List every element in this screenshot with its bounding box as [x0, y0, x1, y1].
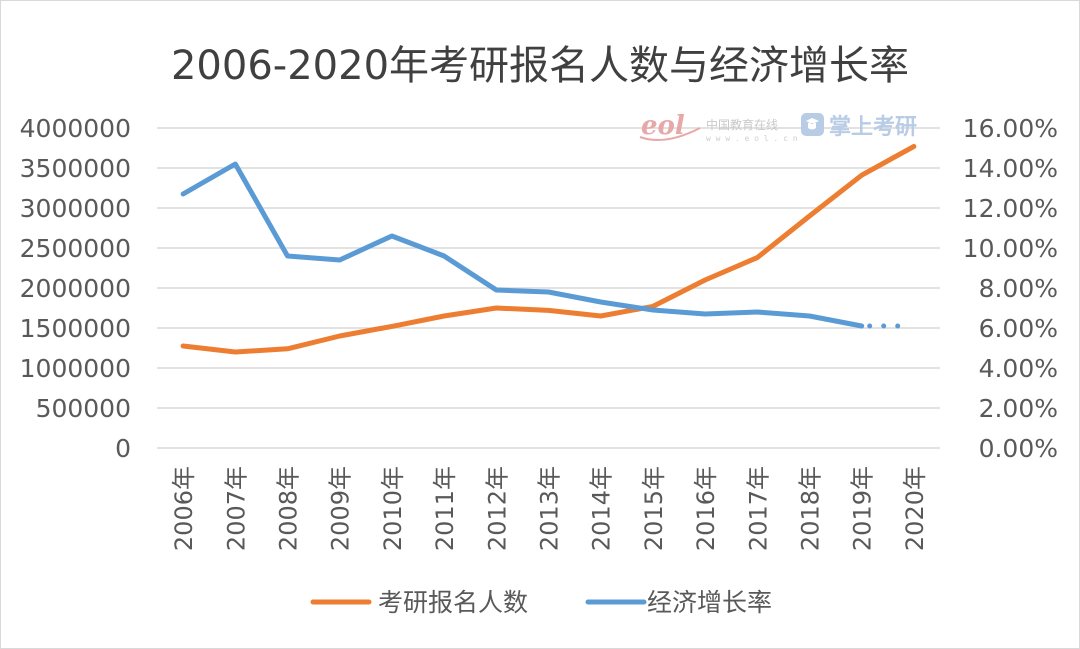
legend-label: 经济增长率 — [647, 588, 772, 617]
x-axis-tick-label: 2006年 — [170, 466, 198, 551]
right-axis-tick-label: 12.00% — [963, 194, 1058, 223]
right-axis-tick-label: 6.00% — [979, 314, 1058, 343]
left-axis-tick-label: 3500000 — [20, 154, 131, 183]
right-axis-tick-label: 0.00% — [979, 434, 1058, 463]
x-axis-ticks: 2006年 2007年 2008年 2009年 2010年 2011年 2012年 2013年… — [170, 466, 929, 551]
x-axis-tick-label: 2007年 — [222, 466, 250, 551]
x-axis-tick-label: 2017年 — [744, 466, 772, 551]
watermark-logo: eol 中国教育在线 w w w . e o l . c n 掌上考研 — [639, 111, 917, 143]
graduation-cap-icon — [806, 118, 819, 130]
left-axis-tick-label: 4000000 — [20, 114, 131, 143]
right-axis-tick-label: 16.00% — [963, 114, 1058, 143]
watermark-domain: w w w . e o l . c n — [706, 134, 798, 143]
right-axis-ticks: 0.00% 2.00% 4.00% 6.00% 8.00% 10.00% 12.00% 14.… — [963, 114, 1058, 463]
x-axis-tick-label: 2010年 — [379, 466, 407, 551]
x-axis-tick-label: 2013年 — [536, 466, 564, 551]
x-axis-tick-label: 2014年 — [588, 466, 616, 551]
series-layer — [180, 143, 917, 355]
watermark-brand: 掌上考研 — [829, 115, 917, 140]
right-axis-tick-label: 14.00% — [963, 154, 1058, 183]
right-axis-tick-label: 10.00% — [963, 234, 1058, 263]
left-axis-tick-label: 2500000 — [20, 234, 131, 263]
left-axis-tick-label: 1500000 — [20, 314, 131, 343]
series-line-applicants — [180, 143, 917, 355]
series-line-growth-rate — [180, 161, 865, 329]
x-axis-tick-label: 2018年 — [797, 466, 825, 551]
eol-logo-swoosh — [639, 127, 701, 141]
x-axis-tick-label: 2008年 — [275, 466, 303, 551]
x-axis-tick-label: 2012年 — [483, 466, 511, 551]
right-axis-tick-label: 8.00% — [979, 274, 1058, 303]
x-axis-tick-label: 2015年 — [640, 466, 668, 551]
left-axis-tick-label: 2000000 — [20, 274, 131, 303]
right-axis-tick-label: 4.00% — [979, 354, 1058, 383]
right-axis-tick-label: 2.00% — [979, 394, 1058, 423]
left-axis-tick-label: 500000 — [36, 394, 131, 423]
left-axis-tick-label: 3000000 — [20, 194, 131, 223]
left-axis-tick-label: 1000000 — [20, 354, 131, 383]
legend: 考研报名人数 经济增长率 — [310, 588, 772, 617]
eol-logo-text: eol — [641, 111, 685, 141]
x-axis-tick-label: 2009年 — [327, 466, 355, 551]
chart-title: 2006-2020年考研报名人数与经济增长率 — [170, 43, 910, 89]
x-axis-tick-label: 2019年 — [849, 466, 877, 551]
watermark-org-name: 中国教育在线 — [706, 117, 778, 132]
legend-label: 考研报名人数 — [378, 588, 528, 617]
left-axis-tick-label: 0 — [115, 434, 131, 463]
x-axis-tick-label: 2020年 — [901, 466, 929, 551]
left-axis-ticks: 0 500000 1000000 1500000 2000000 2500000 30000… — [20, 114, 131, 463]
x-axis-tick-label: 2016年 — [692, 466, 720, 551]
x-axis-tick-label: 2011年 — [431, 466, 459, 551]
gridlines — [157, 127, 940, 449]
